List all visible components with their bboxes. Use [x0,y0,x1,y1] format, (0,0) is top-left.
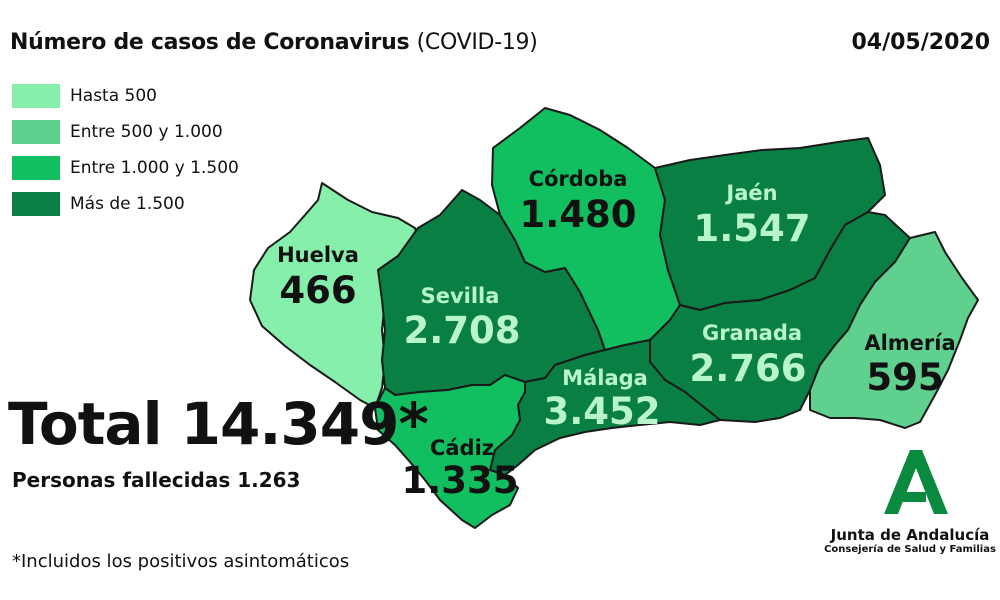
junta-logo: Junta de Andalucía Consejería de Salud y… [820,448,1000,555]
province-label-granada: Granada [702,321,802,345]
province-almeria[interactable] [809,231,979,429]
province-value-granada: 2.766 [689,347,806,390]
total-cases: Total 14.349* [8,390,429,458]
legend-item: Entre 1.000 y 1.500 [12,150,239,186]
legend-swatch [12,192,60,216]
legend-swatch [12,156,60,180]
province-label-sevilla: Sevilla [421,284,500,308]
logo-line1: Junta de Andalucía [830,526,990,544]
province-cadiz[interactable] [374,374,526,529]
title-suffix: (COVID-19) [416,30,538,55]
province-value-huelva: 466 [279,269,356,312]
province-value-malaga: 3.452 [543,390,660,433]
province-label-huelva: Huelva [277,243,359,267]
province-value-almeria: 595 [866,356,943,399]
junta-andalucia-logo-icon [884,450,948,514]
legend-item: Hasta 500 [12,78,239,114]
province-label-malaga: Málaga [562,366,648,390]
legend-label: Más de 1.500 [70,194,185,214]
title-main: Número de casos de Coronavirus [10,30,410,55]
legend-item: Entre 500 y 1.000 [12,114,239,150]
legend-label: Entre 1.000 y 1.500 [70,158,239,178]
province-value-cadiz: 1.335 [401,459,518,502]
legend-swatch [12,84,60,108]
province-value-jaen: 1.547 [693,207,810,250]
legend-swatch [12,120,60,144]
legend-label: Hasta 500 [70,86,157,106]
province-label-cordoba: Córdoba [529,167,628,191]
province-label-cadiz: Cádiz [430,436,494,460]
deaths-count: Personas fallecidas 1.263 [12,468,301,492]
footnote: *Incluidos los positivos asintomáticos [12,551,350,572]
province-label-jaen: Jaén [724,181,777,205]
legend-label: Entre 500 y 1.000 [70,122,223,142]
province-value-cordoba: 1.480 [519,193,636,236]
legend-item: Más de 1.500 [12,186,239,222]
legend: Hasta 500 Entre 500 y 1.000 Entre 1.000 … [12,78,239,222]
province-value-sevilla: 2.708 [403,309,520,352]
logo-line2: Consejería de Salud y Familias [824,544,996,555]
province-label-almeria: Almería [864,331,955,355]
report-date: 04/05/2020 [851,30,990,55]
page-title: Número de casos de Coronavirus (COVID-19… [10,30,538,55]
